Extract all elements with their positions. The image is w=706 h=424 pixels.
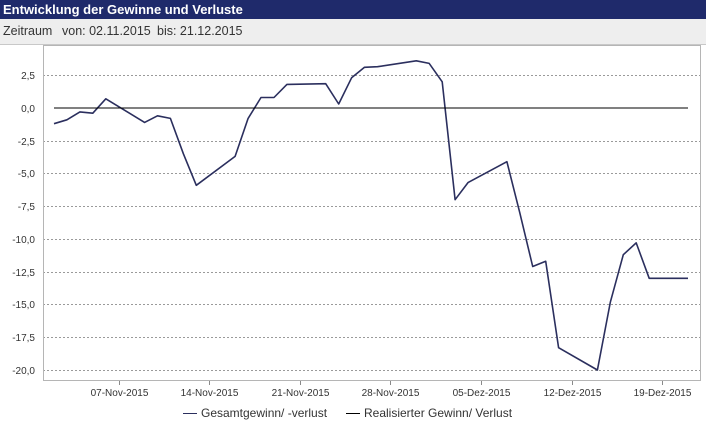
gridlines (43, 75, 701, 371)
y-tick-label: 0,0 (21, 104, 35, 115)
legend-label-realized: Realisierter Gewinn/ Verlust (364, 406, 513, 420)
y-tick-label: -17,5 (12, 333, 35, 344)
legend-label-total: Gesamtgewinn/ -verlust (201, 406, 328, 420)
legend: Gesamtgewinn/ -verlust Realisierter Gewi… (0, 406, 706, 424)
x-axis-ticks: 07-Nov-2015 14-Nov-2015 21-Nov-2015 28-Nov-… (91, 381, 692, 399)
y-tick-label: -7,5 (18, 202, 36, 213)
date-range-bar: Zeitraum von: 02.11.2015 bis: 21.12.2015 (0, 19, 706, 45)
x-tick-label: 21-Nov-2015 (272, 388, 330, 399)
x-tick-label: 07-Nov-2015 (91, 388, 149, 399)
range-to: bis: 21.12.2015 (157, 24, 243, 38)
series-lines (53, 60, 688, 371)
legend-item-total: Gesamtgewinn/ -verlust (183, 406, 327, 420)
y-tick-label: -5,0 (18, 169, 36, 180)
line-chart: 2,5 0,0 -2,5 -5,0 -7,5 -10,0 -12,5 -15,0 -17,5 -2… (12, 45, 701, 399)
range-label: Zeitraum (3, 24, 53, 38)
y-tick-label: -20,0 (12, 366, 35, 377)
y-axis-ticks: 2,5 0,0 -2,5 -5,0 -7,5 -10,0 -12,5 -15,0 -17,5 -2… (12, 71, 35, 377)
y-tick-label: 2,5 (21, 71, 35, 82)
x-tick-label: 12-Dez-2015 (544, 388, 602, 399)
chart-title-bar: Entwicklung der Gewinne und Verluste (0, 0, 706, 19)
x-tick-label: 05-Dez-2015 (453, 388, 511, 399)
legend-swatch-realized (346, 412, 360, 414)
y-tick-label: -2,5 (18, 137, 36, 148)
legend-swatch-total (183, 412, 197, 414)
range-from: von: 02.11.2015 (62, 24, 151, 38)
legend-item-realized: Realisierter Gewinn/ Verlust (346, 406, 512, 420)
x-tick-label: 14-Nov-2015 (181, 388, 239, 399)
series-line-total (53, 60, 688, 371)
chart-title: Entwicklung der Gewinne und Verluste (3, 2, 243, 17)
y-tick-label: -12,5 (12, 268, 35, 279)
x-tick-label: 28-Nov-2015 (362, 388, 420, 399)
x-tick-label: 19-Dez-2015 (634, 388, 692, 399)
plot-frame (43, 45, 701, 381)
y-tick-label: -15,0 (12, 300, 35, 311)
y-tick-label: -10,0 (12, 235, 35, 246)
